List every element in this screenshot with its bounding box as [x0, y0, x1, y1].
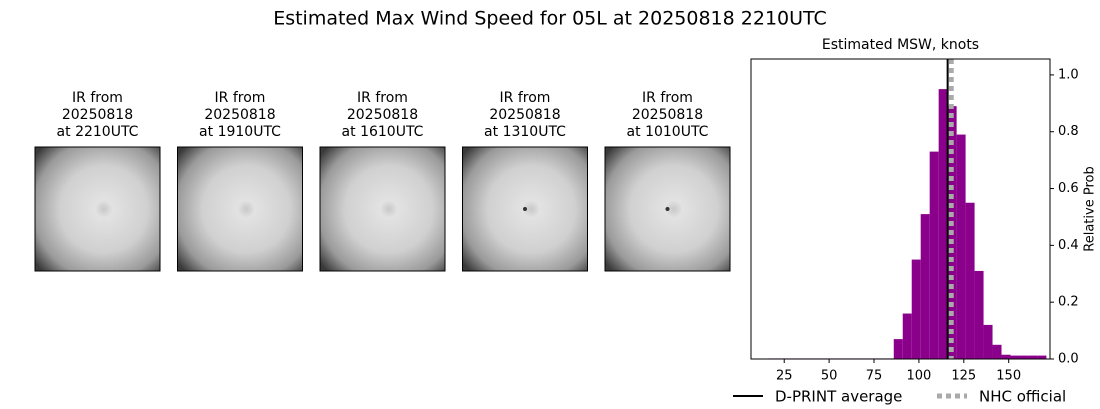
bar	[965, 202, 975, 359]
panel-title: at 1010UTC	[627, 124, 709, 140]
y-tick-label: 1.0	[1058, 67, 1079, 82]
panel-title: at 1610UTC	[342, 124, 424, 140]
x-tick-label: 100	[906, 369, 931, 384]
bar	[929, 151, 939, 359]
x-tick-label: 125	[951, 369, 976, 384]
x-tick-label: 50	[821, 369, 838, 384]
satellite-image	[319, 146, 446, 272]
bar	[911, 259, 921, 359]
bar	[1019, 355, 1029, 359]
panel-title: at 1910UTC	[199, 124, 281, 140]
bar	[920, 214, 930, 359]
x-tick-label: 25	[776, 369, 793, 384]
bar	[992, 344, 1002, 359]
bar	[983, 324, 993, 359]
legend-label: NHC official	[979, 388, 1066, 406]
legend-label: D-PRINT average	[775, 388, 902, 406]
panel-title: 20250818	[489, 107, 560, 123]
y-tick-label: 0.0	[1058, 352, 1079, 367]
panel-title: IR from	[72, 90, 123, 106]
panel-title: 20250818	[347, 107, 418, 123]
satellite-image	[34, 146, 161, 272]
y-tick-label: 0.2	[1058, 295, 1079, 310]
panel-title: at 1310UTC	[484, 124, 566, 140]
bar	[1010, 355, 1020, 359]
bar	[1001, 354, 1011, 359]
storm-eye	[665, 207, 670, 211]
panel-title: 20250818	[632, 107, 703, 123]
y-tick-label: 0.4	[1058, 238, 1079, 253]
bar	[956, 134, 966, 359]
bar	[902, 313, 912, 359]
satellite-image	[177, 146, 303, 272]
panel-title: 20250818	[204, 107, 275, 123]
plot-frame	[750, 58, 1051, 360]
y-axis-label: Relative Prob	[1083, 166, 1098, 251]
bar	[893, 339, 903, 359]
panel-title: IR from	[642, 90, 693, 106]
bar	[1037, 355, 1047, 359]
bar	[938, 89, 948, 359]
y-tick-label: 0.6	[1058, 181, 1079, 196]
panel-title: IR from	[500, 90, 551, 106]
panel-title: IR from	[357, 90, 408, 106]
panel-title: IR from	[215, 90, 266, 106]
panel-title: at 2210UTC	[57, 124, 139, 140]
x-tick-label: 75	[866, 369, 883, 384]
chart-title: Estimated MSW, knots	[822, 37, 979, 53]
panel-title: 20250818	[62, 107, 133, 123]
storm-eye	[523, 207, 527, 211]
y-tick-label: 0.8	[1058, 124, 1079, 139]
bar	[974, 270, 984, 359]
figure-title: Estimated Max Wind Speed for 05L at 2025…	[273, 8, 827, 30]
x-tick-label: 150	[996, 369, 1021, 384]
bar	[1028, 355, 1038, 359]
